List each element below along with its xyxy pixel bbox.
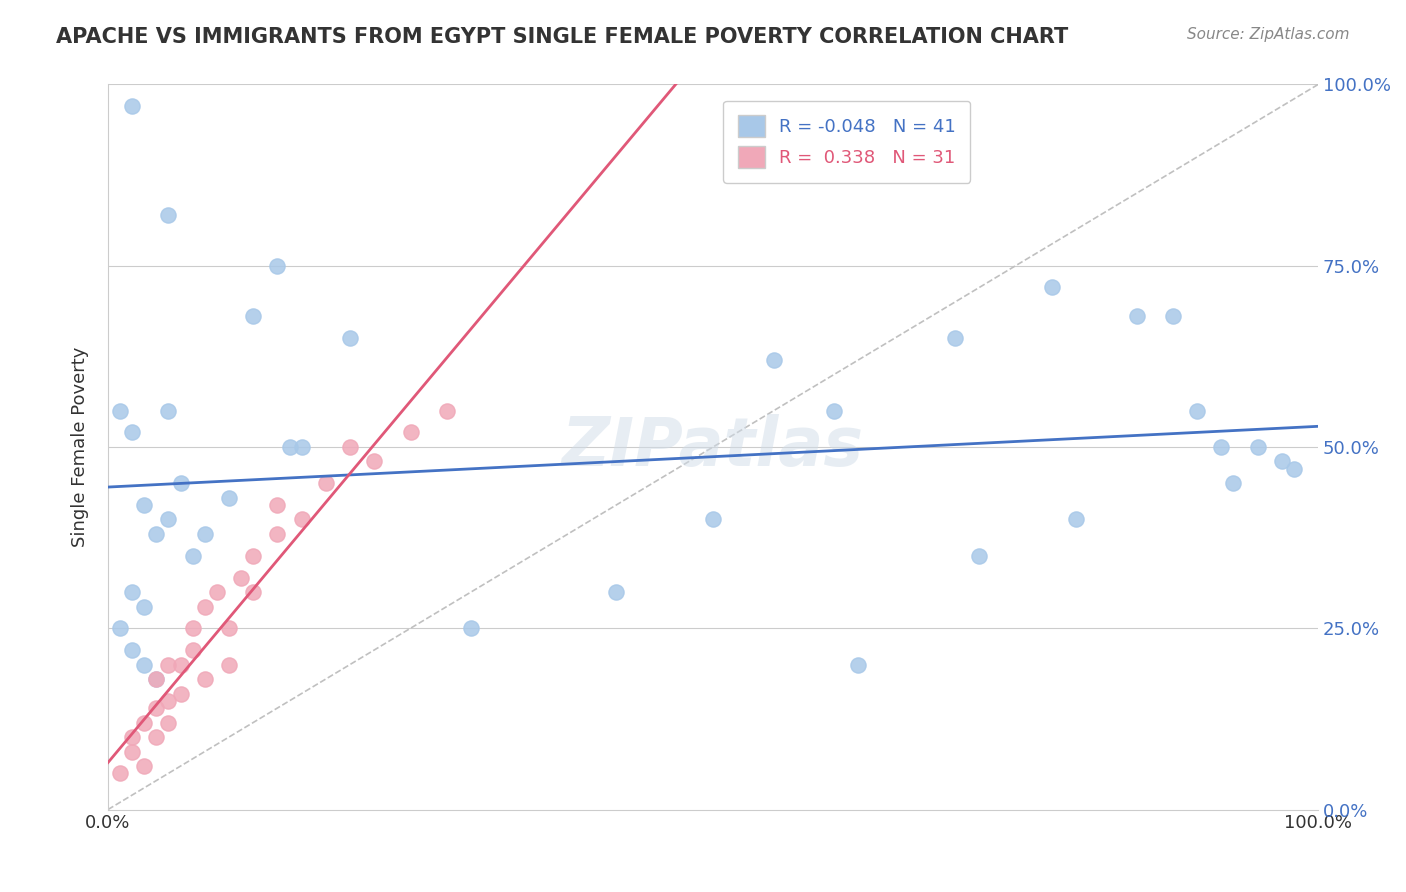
Point bbox=[1282, 461, 1305, 475]
Point bbox=[218, 491, 240, 505]
Point bbox=[266, 498, 288, 512]
Point bbox=[266, 527, 288, 541]
Point bbox=[1040, 280, 1063, 294]
Point bbox=[399, 425, 422, 440]
Point bbox=[157, 715, 180, 730]
Point bbox=[762, 353, 785, 368]
Point bbox=[460, 621, 482, 635]
Point bbox=[157, 403, 180, 417]
Point bbox=[1246, 440, 1268, 454]
Point bbox=[1185, 403, 1208, 417]
Point bbox=[134, 657, 156, 672]
Point bbox=[121, 99, 143, 113]
Y-axis label: Single Female Poverty: Single Female Poverty bbox=[72, 347, 89, 547]
Point bbox=[134, 715, 156, 730]
Point bbox=[145, 701, 167, 715]
Point bbox=[363, 454, 385, 468]
Point bbox=[266, 259, 288, 273]
Point bbox=[943, 331, 966, 345]
Point bbox=[134, 498, 156, 512]
Text: Source: ZipAtlas.com: Source: ZipAtlas.com bbox=[1187, 27, 1350, 42]
Point bbox=[229, 570, 252, 584]
Point bbox=[181, 621, 204, 635]
Point bbox=[1222, 476, 1244, 491]
Point bbox=[145, 730, 167, 744]
Point bbox=[218, 621, 240, 635]
Point bbox=[702, 512, 724, 526]
Legend: R = -0.048   N = 41, R =  0.338   N = 31: R = -0.048 N = 41, R = 0.338 N = 31 bbox=[723, 101, 970, 183]
Point bbox=[134, 759, 156, 773]
Point bbox=[315, 476, 337, 491]
Point bbox=[145, 672, 167, 686]
Point bbox=[969, 549, 991, 563]
Point bbox=[1271, 454, 1294, 468]
Point bbox=[157, 694, 180, 708]
Point bbox=[145, 672, 167, 686]
Point bbox=[242, 585, 264, 599]
Point bbox=[242, 310, 264, 324]
Point bbox=[157, 512, 180, 526]
Point bbox=[278, 440, 301, 454]
Point bbox=[205, 585, 228, 599]
Point bbox=[1161, 310, 1184, 324]
Point bbox=[121, 425, 143, 440]
Point bbox=[169, 657, 191, 672]
Point bbox=[436, 403, 458, 417]
Point bbox=[194, 527, 217, 541]
Point bbox=[181, 549, 204, 563]
Point bbox=[181, 643, 204, 657]
Point bbox=[291, 512, 314, 526]
Point bbox=[339, 440, 361, 454]
Point bbox=[157, 657, 180, 672]
Point bbox=[823, 403, 845, 417]
Point bbox=[291, 440, 314, 454]
Point bbox=[121, 745, 143, 759]
Point bbox=[605, 585, 627, 599]
Point bbox=[242, 549, 264, 563]
Point bbox=[134, 599, 156, 614]
Point bbox=[169, 686, 191, 700]
Text: APACHE VS IMMIGRANTS FROM EGYPT SINGLE FEMALE POVERTY CORRELATION CHART: APACHE VS IMMIGRANTS FROM EGYPT SINGLE F… bbox=[56, 27, 1069, 46]
Text: ZIPatlas: ZIPatlas bbox=[562, 414, 865, 480]
Point bbox=[194, 672, 217, 686]
Point bbox=[339, 331, 361, 345]
Point bbox=[121, 643, 143, 657]
Point bbox=[157, 208, 180, 222]
Point bbox=[1125, 310, 1147, 324]
Point bbox=[169, 476, 191, 491]
Point bbox=[145, 527, 167, 541]
Point bbox=[1064, 512, 1087, 526]
Point bbox=[121, 585, 143, 599]
Point bbox=[218, 657, 240, 672]
Point bbox=[1211, 440, 1233, 454]
Point bbox=[846, 657, 869, 672]
Point bbox=[108, 766, 131, 780]
Point bbox=[121, 730, 143, 744]
Point bbox=[108, 621, 131, 635]
Point bbox=[108, 403, 131, 417]
Point bbox=[194, 599, 217, 614]
